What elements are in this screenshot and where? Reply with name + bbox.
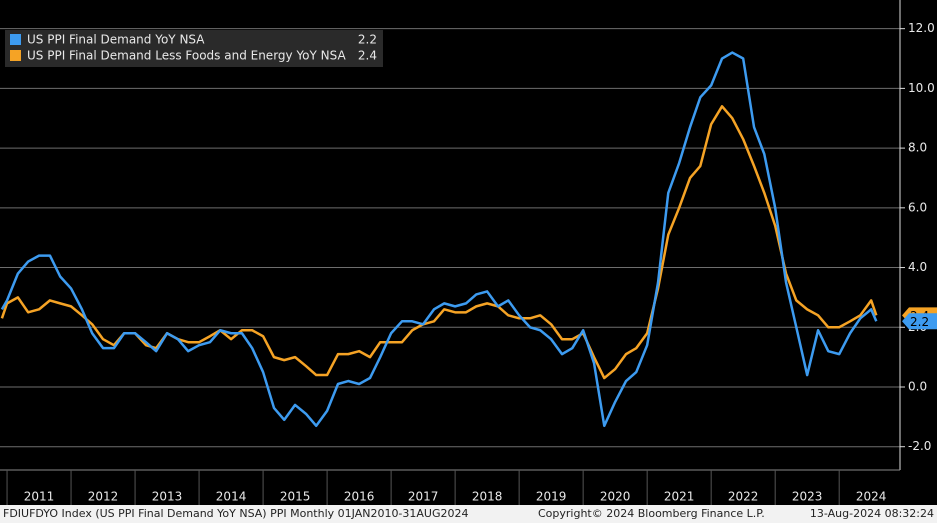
x-tick-label: 2021	[664, 490, 695, 504]
x-tick-label: 2013	[152, 490, 183, 504]
y-tick-label: 12.0	[908, 21, 935, 35]
y-tick-label: 0.0	[908, 379, 927, 393]
series-line	[0, 105, 878, 380]
legend-swatch	[10, 50, 21, 61]
y-tick-label: 4.0	[908, 260, 927, 274]
footer-timestamp: 13-Aug-2024 08:32:24	[810, 507, 934, 520]
legend-value: 2.2	[358, 33, 377, 47]
x-tick-label: 2022	[728, 490, 759, 504]
y-tick-label: -2.0	[908, 439, 931, 453]
x-tick-label: 2012	[88, 490, 119, 504]
legend-swatch	[10, 34, 21, 45]
legend-label: US PPI Final Demand Less Foods and Energ…	[27, 49, 346, 63]
legend-label: US PPI Final Demand YoY NSA	[27, 33, 205, 47]
x-tick-label: 2024	[856, 490, 887, 504]
series-line	[0, 51, 878, 428]
y-tick-label: 8.0	[908, 141, 927, 155]
legend-value: 2.4	[358, 49, 377, 63]
last-value-label: 2.2	[910, 315, 929, 329]
y-tick-label: 6.0	[908, 200, 927, 214]
y-tick-label: 10.0	[908, 81, 935, 95]
x-tick-label: 2020	[600, 490, 631, 504]
footer-bar	[0, 505, 937, 523]
x-tick-label: 2018	[472, 490, 503, 504]
legend-box	[5, 30, 383, 67]
x-tick-label: 2011	[24, 490, 55, 504]
x-tick-label: 2014	[216, 490, 247, 504]
footer-copyright: Copyright© 2024 Bloomberg Finance L.P.	[538, 507, 765, 520]
last-value-tag	[902, 313, 937, 330]
footer-source: FDIUFDYO Index (US PPI Final Demand YoY …	[3, 507, 469, 520]
x-tick-label: 2019	[536, 490, 567, 504]
x-tick-label: 2017	[408, 490, 439, 504]
x-tick-label: 2023	[792, 490, 823, 504]
x-tick-label: 2016	[344, 490, 375, 504]
x-tick-label: 2015	[280, 490, 311, 504]
